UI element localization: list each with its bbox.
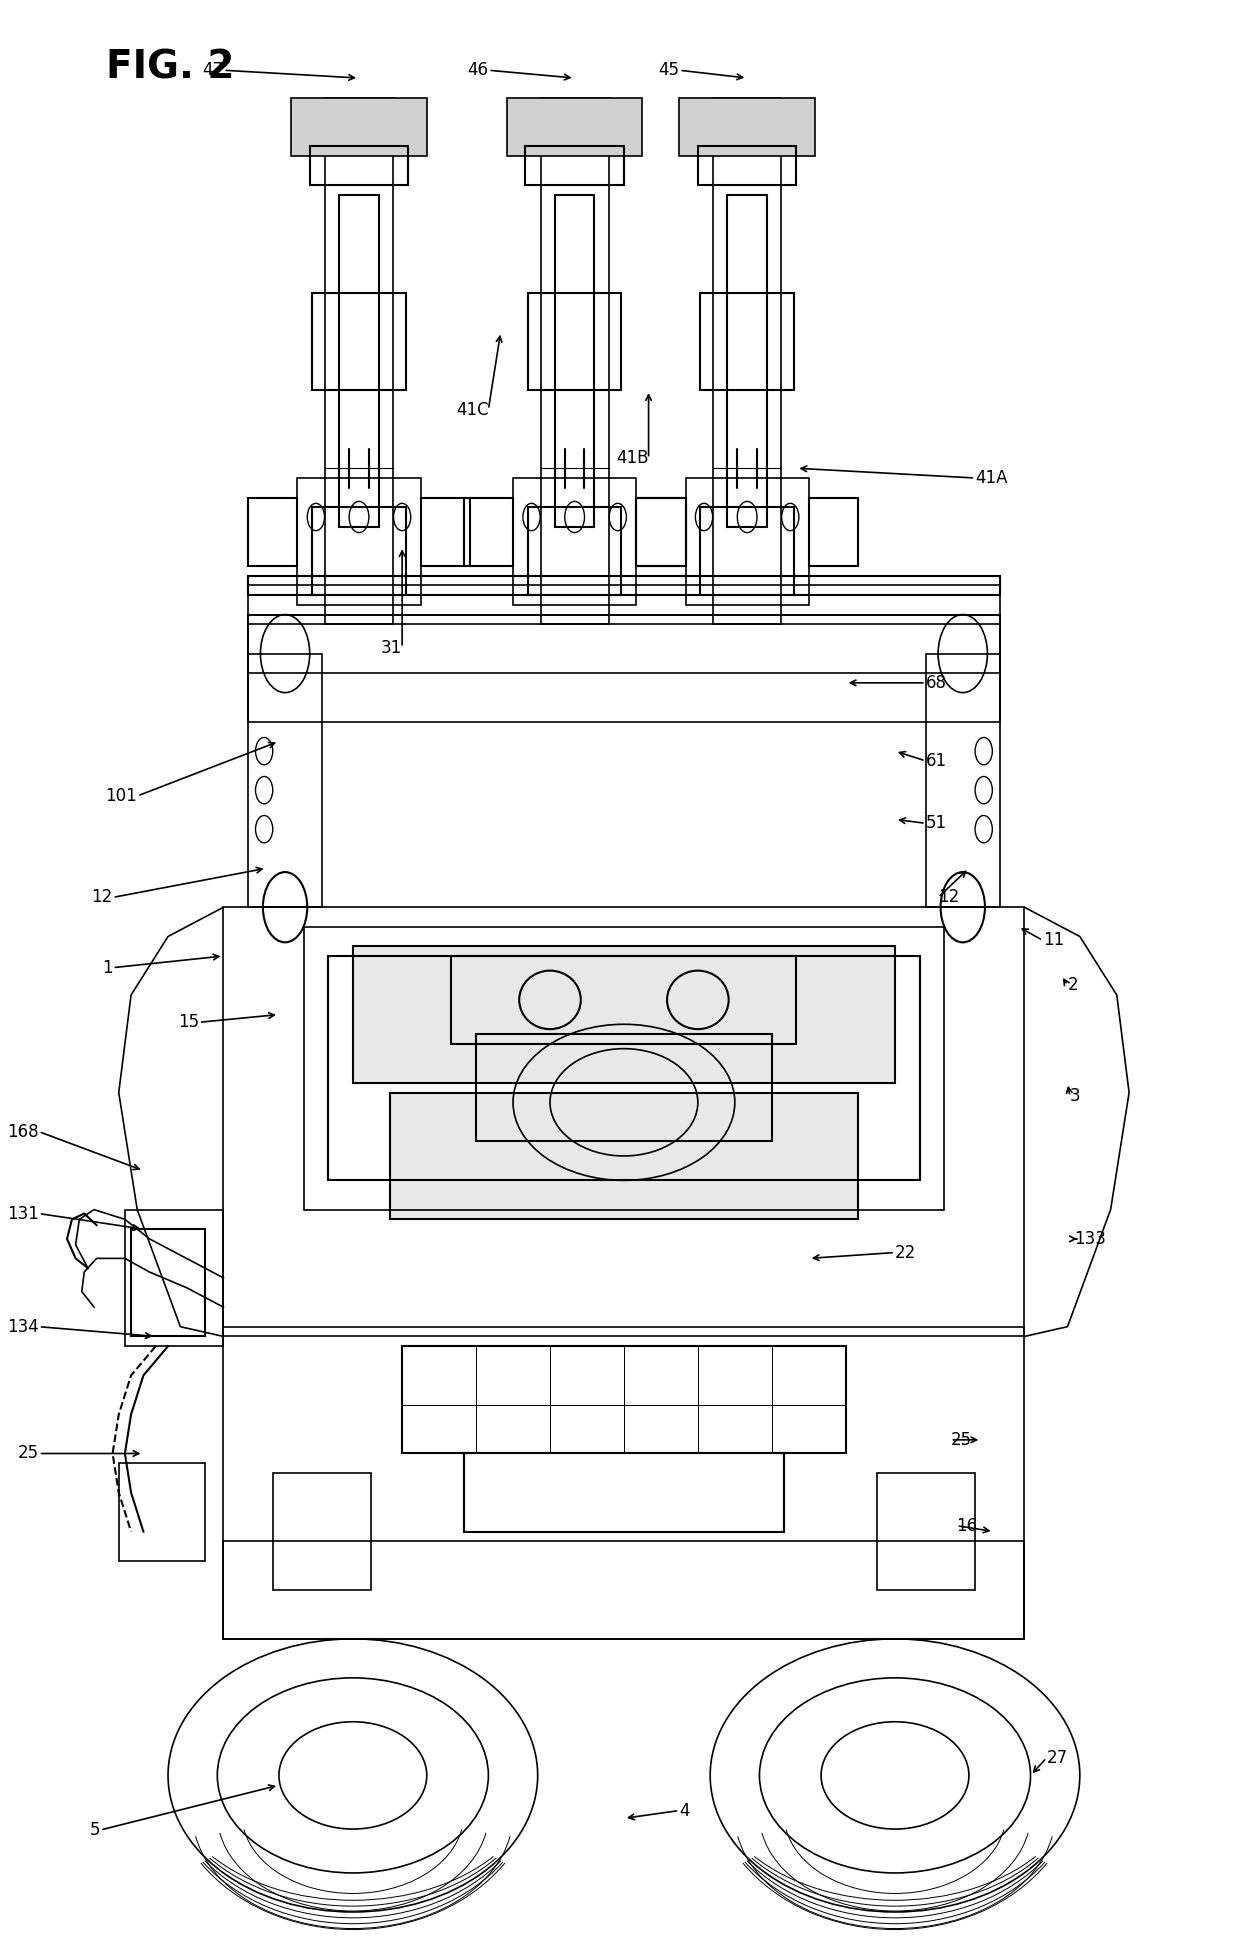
Bar xyxy=(701,507,794,595)
Bar xyxy=(526,146,624,185)
Text: 16: 16 xyxy=(956,1516,977,1535)
Text: 11: 11 xyxy=(1043,931,1064,950)
Text: 133: 133 xyxy=(1074,1229,1106,1249)
Text: 5: 5 xyxy=(89,1820,100,1840)
Bar xyxy=(636,498,686,566)
Bar xyxy=(728,195,766,527)
Text: 61: 61 xyxy=(926,751,947,771)
Bar xyxy=(329,956,920,1180)
Text: 51: 51 xyxy=(926,814,947,833)
Bar xyxy=(464,498,513,566)
Bar xyxy=(402,1346,846,1453)
Bar xyxy=(713,98,781,624)
Bar xyxy=(686,478,808,605)
Bar xyxy=(273,1473,371,1590)
Bar xyxy=(248,498,298,566)
Bar xyxy=(353,946,895,1083)
Bar xyxy=(701,293,794,390)
Text: 134: 134 xyxy=(7,1317,38,1336)
Bar xyxy=(223,1327,1024,1639)
Bar xyxy=(248,654,322,907)
Bar xyxy=(877,1473,975,1590)
Bar xyxy=(528,507,621,595)
Text: 41B: 41B xyxy=(616,449,649,468)
Bar xyxy=(636,498,686,566)
Text: 45: 45 xyxy=(658,60,680,80)
Text: 46: 46 xyxy=(467,60,489,80)
Bar xyxy=(451,956,796,1044)
Bar xyxy=(698,146,796,185)
Text: 15: 15 xyxy=(177,1013,198,1032)
Bar xyxy=(420,498,470,566)
Text: 47: 47 xyxy=(202,60,223,80)
Text: 2: 2 xyxy=(1068,976,1078,995)
Bar xyxy=(119,1463,205,1561)
Bar xyxy=(926,654,999,907)
Bar xyxy=(291,98,427,156)
Bar xyxy=(680,98,815,156)
Text: 25: 25 xyxy=(17,1444,38,1463)
Text: FIG. 2: FIG. 2 xyxy=(107,49,234,86)
Text: 1: 1 xyxy=(102,958,113,977)
Bar xyxy=(310,146,408,185)
Bar xyxy=(223,1541,1024,1639)
Bar xyxy=(464,1453,784,1532)
Text: 101: 101 xyxy=(105,786,138,806)
Bar xyxy=(507,98,642,156)
Bar xyxy=(528,293,621,390)
Bar xyxy=(298,478,420,605)
Bar xyxy=(248,585,999,624)
Text: 41A: 41A xyxy=(975,468,1008,488)
Text: 131: 131 xyxy=(6,1204,38,1223)
Text: 4: 4 xyxy=(680,1801,689,1820)
Bar xyxy=(808,498,858,566)
Bar xyxy=(389,1093,858,1219)
Bar xyxy=(304,927,945,1210)
Text: 12: 12 xyxy=(92,888,113,907)
Text: 31: 31 xyxy=(381,638,402,657)
Bar xyxy=(131,1229,205,1336)
Text: 27: 27 xyxy=(1047,1748,1068,1768)
Text: 168: 168 xyxy=(7,1122,38,1141)
Bar xyxy=(125,1210,223,1346)
Bar xyxy=(513,478,636,605)
Text: 22: 22 xyxy=(895,1243,916,1262)
Bar xyxy=(541,98,609,624)
Text: 12: 12 xyxy=(939,888,960,907)
Text: 25: 25 xyxy=(950,1430,972,1450)
Bar xyxy=(312,293,405,390)
Bar xyxy=(312,507,405,595)
Bar xyxy=(223,907,1024,1336)
Bar xyxy=(340,195,378,527)
Bar xyxy=(248,615,999,673)
Bar xyxy=(556,195,594,527)
Bar xyxy=(248,615,999,722)
Bar xyxy=(248,576,999,595)
Bar xyxy=(325,98,393,624)
Bar xyxy=(476,1034,771,1141)
Text: 3: 3 xyxy=(1070,1087,1080,1106)
Text: 41C: 41C xyxy=(456,400,489,419)
Text: 68: 68 xyxy=(926,673,947,693)
